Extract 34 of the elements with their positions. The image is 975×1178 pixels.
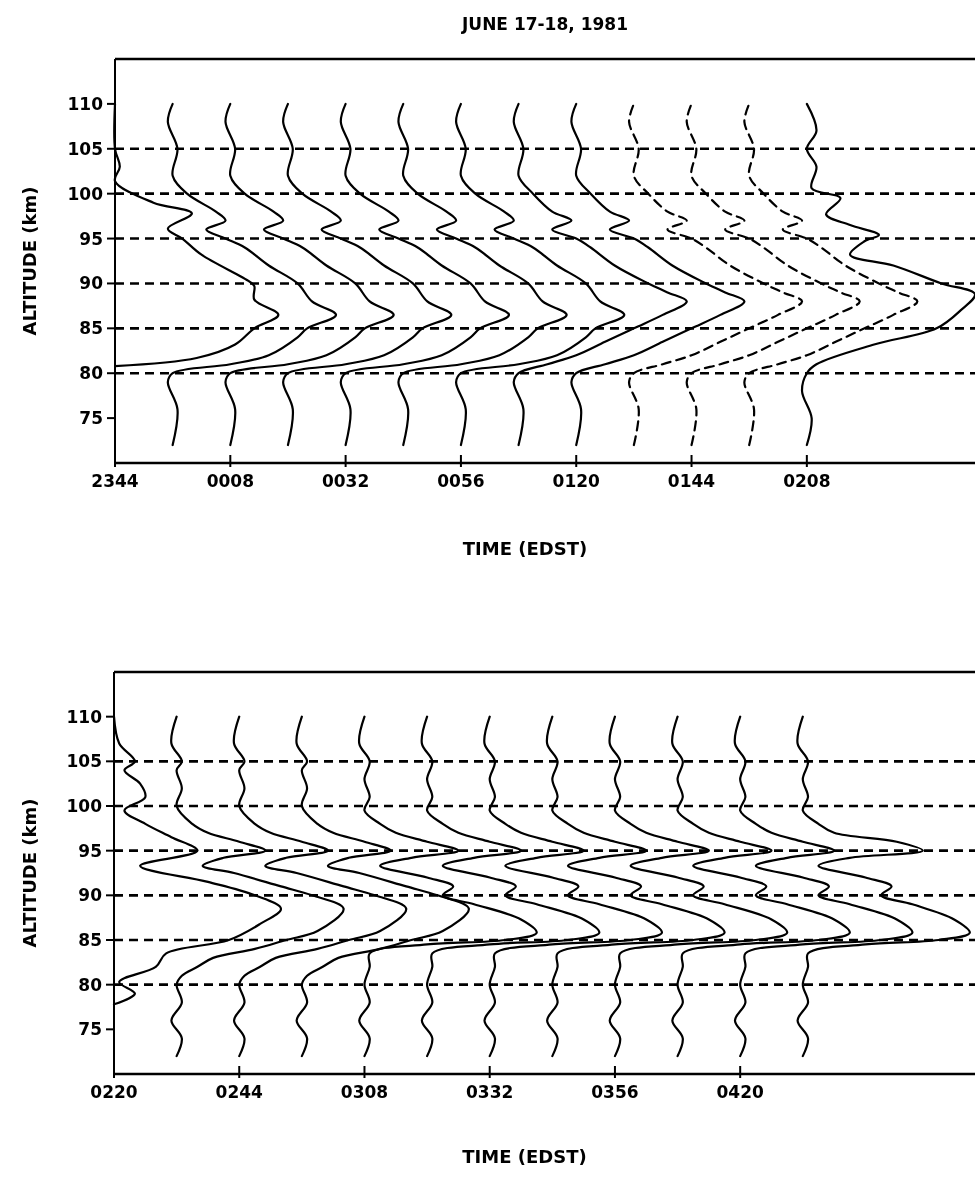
x-tick-label: 0420 <box>716 1082 764 1102</box>
y-tick-label: 75 <box>78 1019 102 1040</box>
y-tick-label: 85 <box>78 929 102 950</box>
chart-title: JUNE 17-18, 1981 <box>461 14 628 34</box>
y-tick-label: 100 <box>67 183 104 204</box>
y-axis-title: ALTITUDE (km) <box>19 186 40 336</box>
x-tick-label: 0144 <box>667 471 716 491</box>
x-tick-label: 0056 <box>437 471 485 491</box>
y-tick-label: 80 <box>79 363 104 384</box>
x-tick-label: 0120 <box>552 471 601 491</box>
y-tick-label: 90 <box>78 885 103 906</box>
y-tick-label: 95 <box>78 840 102 861</box>
y-tick-label: 110 <box>67 93 104 114</box>
x-tick-label: 0356 <box>591 1082 639 1102</box>
y-tick-label: 90 <box>79 273 104 294</box>
y-tick-label: 105 <box>67 138 103 159</box>
y-tick-label: 75 <box>79 408 103 429</box>
y-tick-label: 85 <box>79 318 103 339</box>
x-axis-title: TIME (EDST) <box>462 1146 587 1167</box>
y-tick-label: 80 <box>78 974 103 995</box>
x-tick-label: 0244 <box>215 1082 264 1102</box>
x-tick-label: 0220 <box>90 1082 138 1102</box>
y-tick-label: 100 <box>66 795 103 816</box>
x-tick-label: 0332 <box>466 1082 514 1102</box>
y-axis-title: ALTITUDE (km) <box>19 798 40 948</box>
x-tick-label: 0032 <box>321 471 370 491</box>
x-tick-label: 0008 <box>206 471 254 491</box>
y-tick-label: 95 <box>79 228 103 249</box>
x-axis-title: TIME (EDST) <box>462 538 588 559</box>
x-tick-label: 0308 <box>340 1082 389 1102</box>
y-tick-label: 110 <box>66 706 103 727</box>
x-tick-label: 0208 <box>783 471 831 491</box>
y-tick-label: 105 <box>66 751 102 772</box>
x-tick-label: 2344 <box>91 471 139 491</box>
